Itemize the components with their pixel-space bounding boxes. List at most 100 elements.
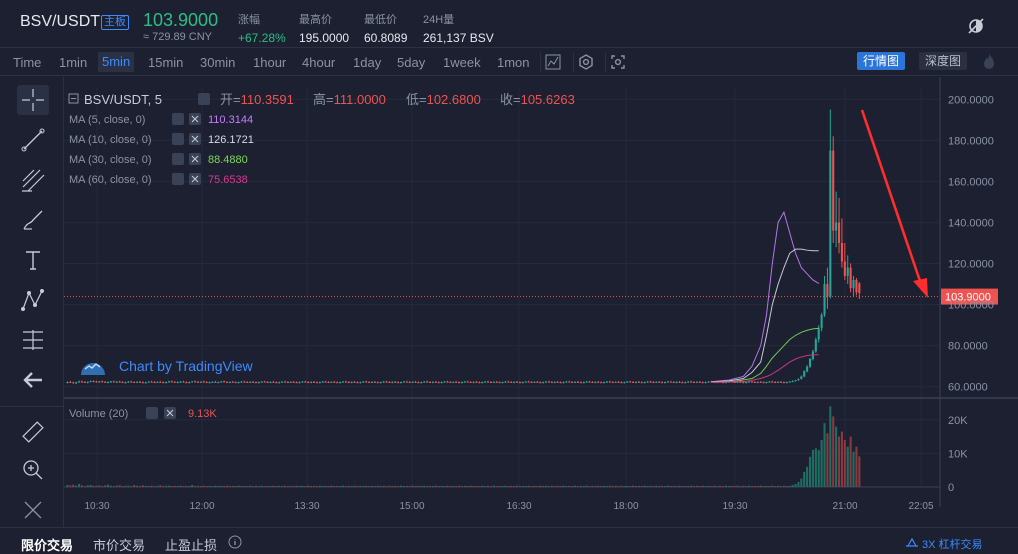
- volume-bar: [434, 485, 437, 487]
- pair-name[interactable]: BSV/USDT: [20, 13, 101, 30]
- tf-4hour[interactable]: 4hour: [302, 55, 336, 70]
- volume-bar: [698, 485, 701, 487]
- tf-time[interactable]: Time: [13, 55, 42, 70]
- tab-market-order[interactable]: 市价交易: [93, 538, 146, 553]
- indicator-value: 110.3144: [208, 114, 253, 126]
- settings-button[interactable]: [573, 52, 597, 72]
- volume-bar: [243, 485, 246, 487]
- measure-tool[interactable]: [17, 325, 49, 355]
- ohlc-value: 开=110.3591: [220, 92, 294, 107]
- volume-bar: [516, 485, 519, 487]
- tf-1week[interactable]: 1week: [443, 55, 481, 70]
- screenshot-button[interactable]: [605, 52, 629, 72]
- volume-bar: [269, 485, 272, 487]
- candle-body: [629, 381, 632, 383]
- pattern-tool[interactable]: [17, 285, 49, 315]
- volume-bar: [634, 485, 638, 487]
- candle-body: [495, 381, 498, 383]
- volume-bar: [762, 485, 765, 487]
- volume-bar: [823, 423, 826, 487]
- flame-icon[interactable]: [980, 52, 998, 72]
- candle-body: [565, 381, 568, 383]
- kline-view-button[interactable]: 行情图: [857, 52, 906, 70]
- volume-bar: [829, 406, 832, 487]
- candle-body: [695, 381, 698, 383]
- volume-bar: [150, 485, 153, 487]
- tf-1day[interactable]: 1day: [353, 55, 382, 70]
- candle-body: [545, 381, 548, 383]
- volume-bar: [443, 485, 446, 487]
- candle-body: [469, 382, 472, 384]
- indicators-button[interactable]: [540, 52, 564, 72]
- volume-bar: [837, 436, 841, 487]
- crosshair-tool[interactable]: [17, 85, 49, 115]
- chart-area[interactable]: 103.9000 200.0000 180.0000 160.0000 140.0000…: [52, 77, 1018, 527]
- fib-icon: [22, 169, 45, 192]
- ma-line-ma60: [711, 354, 819, 383]
- candle-body: [661, 382, 664, 384]
- candle-body: [266, 382, 269, 384]
- candle-body: [487, 381, 490, 383]
- volume-bar: [611, 485, 614, 487]
- tf-30min[interactable]: 30min: [200, 55, 236, 70]
- price-chart[interactable]: 103.9000 200.0000 180.0000 160.0000 140.0000…: [52, 77, 1018, 527]
- candle-body: [652, 382, 655, 384]
- volume-bar: [724, 485, 727, 487]
- candle-body: [765, 382, 768, 384]
- volume-bar: [307, 485, 310, 487]
- candle-body: [237, 382, 240, 384]
- candle-body: [391, 381, 394, 383]
- candle-body: [136, 381, 139, 383]
- back-tool[interactable]: [17, 365, 49, 395]
- depth-view-button[interactable]: 深度图: [919, 52, 968, 70]
- volume-bar: [504, 485, 507, 487]
- text-tool[interactable]: [17, 245, 49, 275]
- volume-bar: [690, 485, 693, 487]
- tf-1mon[interactable]: 1mon: [497, 55, 530, 70]
- current-price-label: 103.9000: [945, 292, 991, 304]
- tab-limit-order[interactable]: 限价交易: [21, 538, 74, 553]
- volume-bar: [225, 485, 229, 487]
- leverage-trade-link[interactable]: 3X 杠杆交易: [922, 539, 983, 551]
- vol-tick-label: 10K: [948, 448, 968, 460]
- candle-body: [359, 382, 362, 384]
- tf-5min[interactable]: 5min: [98, 52, 135, 72]
- volume-bar: [684, 485, 687, 487]
- volume-bar: [115, 485, 118, 487]
- collapse-legend-icon: [68, 93, 79, 104]
- gear-icon: [579, 54, 593, 70]
- tf-1hour[interactable]: 1hour: [253, 55, 287, 70]
- tf-1min[interactable]: 1min: [59, 55, 88, 70]
- current-price-tag: [941, 288, 998, 305]
- candle-body: [408, 382, 411, 384]
- volume-bar: [759, 485, 762, 487]
- theme-toggle-icon[interactable]: [966, 16, 986, 36]
- candle-body: [179, 381, 182, 383]
- volume-bar: [553, 485, 556, 487]
- tf-15min[interactable]: 15min: [148, 55, 184, 70]
- fib-tool[interactable]: [17, 165, 49, 195]
- candle-body: [803, 371, 806, 377]
- stat-label: 最高价: [299, 14, 332, 26]
- candle-body: [478, 382, 481, 384]
- volume-bar: [524, 485, 527, 487]
- volume-bar: [782, 485, 785, 487]
- collapse-tool[interactable]: [17, 495, 49, 525]
- candle-body: [481, 382, 484, 384]
- trendline-tool[interactable]: [17, 125, 49, 155]
- tf-5day[interactable]: 5day: [397, 55, 426, 70]
- volume-bar: [663, 485, 667, 487]
- ruler-tool[interactable]: [17, 417, 49, 447]
- volume-bar: [347, 485, 350, 487]
- candle-body: [637, 381, 640, 383]
- candle-body: [98, 381, 101, 383]
- volume-bar: [118, 485, 121, 487]
- brush-tool[interactable]: [17, 205, 49, 235]
- tab-stop-order[interactable]: 止盈止损: [165, 538, 218, 553]
- volume-bar: [252, 485, 255, 487]
- candle-body: [692, 382, 696, 384]
- info-icon[interactable]: [228, 535, 242, 549]
- volume-bar: [414, 485, 417, 487]
- zoom-tool[interactable]: [17, 455, 49, 485]
- chart-background: [64, 77, 1018, 527]
